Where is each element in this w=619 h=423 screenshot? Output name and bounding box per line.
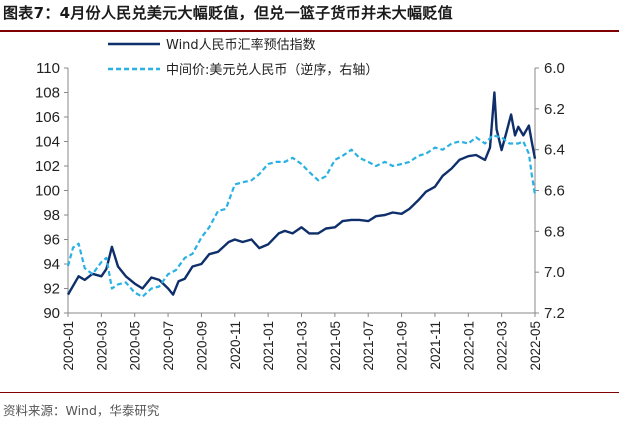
series-line-usd-cny-midpoint (66, 134, 537, 298)
x-tick-label: 2021-07 (361, 321, 376, 371)
x-tick-label: 2022-01 (461, 321, 476, 371)
y-left-tick-label: 94 (43, 256, 60, 273)
x-tick-label: 2020-11 (228, 321, 243, 370)
y-left-tick-label: 98 (43, 207, 60, 224)
x-tick-label: 2021-05 (328, 321, 343, 371)
y-right-tick-label: 7.0 (544, 264, 565, 281)
x-tick-label: 2021-11 (428, 321, 443, 370)
y-right-tick-label: 6.0 (544, 60, 565, 77)
y-left-tick-label: 96 (43, 232, 60, 249)
x-tick-label: 2020-05 (128, 321, 143, 371)
y-right-tick-label: 6.8 (544, 223, 565, 240)
y-left-tick-label: 100 (35, 183, 60, 200)
y-right-tick-label: 6.4 (544, 142, 565, 159)
y-right-tick-label: 6.2 (544, 101, 565, 118)
source-rule (0, 392, 619, 393)
x-tick-label: 2021-01 (261, 321, 276, 371)
x-tick-label: 2022-05 (528, 321, 543, 371)
title-rule (0, 30, 619, 32)
x-tick-label: 2020-01 (61, 321, 76, 371)
y-left-tick-label: 110 (36, 60, 60, 77)
y-left-tick-label: 106 (35, 109, 60, 126)
x-tick-label: 2020-07 (161, 321, 176, 371)
series-line-wind-rmb-index (66, 91, 537, 296)
y-right-tick-label: 7.2 (544, 305, 565, 322)
y-left-tick-label: 92 (43, 281, 60, 298)
y-left-tick-label: 102 (35, 158, 60, 175)
y-right-tick-label: 6.6 (544, 183, 565, 200)
y-left-tick-label: 104 (35, 134, 60, 151)
x-tick-label: 2022-03 (495, 321, 510, 371)
legend-label-wind-rmb-index: Wind人民币汇率预估指数 (166, 37, 316, 53)
x-tick-label: 2020-03 (94, 321, 109, 371)
chart-title: 图表7：4月份人民兑美元大幅贬值，但兑一篮子货币并未大幅贬值 (3, 4, 453, 22)
y-left-tick-label: 108 (35, 85, 60, 102)
x-tick-label: 2020-09 (194, 321, 209, 371)
legend-label-usd-cny-midpoint: 中间价:美元兑人民币（逆序，右轴） (166, 62, 378, 78)
x-tick-label: 2021-09 (395, 321, 410, 371)
source-note: 资料来源：Wind，华泰研究 (3, 403, 160, 418)
y-left-tick-label: 90 (43, 305, 60, 322)
x-tick-label: 2021-03 (295, 321, 310, 371)
